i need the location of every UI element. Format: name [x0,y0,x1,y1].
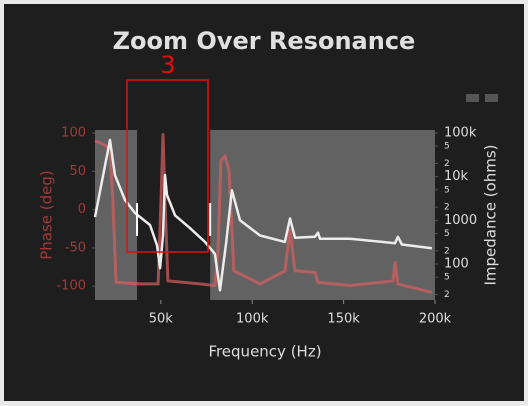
series-line [94,133,433,294]
y2-tick-label: 5 [444,142,450,152]
y-tick-label: 100 [61,126,86,141]
x-tick-label: 50k [149,312,174,327]
y2-tick-label: 1000 [444,213,477,228]
y-tick-label: 50 [69,164,86,179]
x-axis-label: Frequency (Hz) [208,343,321,361]
y2-axis-label: Impedance (ohms) [482,144,500,285]
annotation: 3 [160,51,175,79]
y2-tick-label: 10k [444,169,469,184]
y2-tick-label: 100 [444,257,469,272]
x-tick-label: 150k [327,312,360,327]
y2-tick-label: 5 [444,185,450,195]
y2-tick-label: 5 [444,229,450,239]
y2-tick-label: 2 [444,159,450,169]
icon[interactable] [466,94,479,102]
annotation-box [126,79,209,253]
y-tick-label: -100 [56,279,86,294]
y2-tick-label: 2 [444,203,450,213]
icon[interactable] [485,94,498,102]
y-tick-label: -50 [65,240,86,255]
y2-tick-label: 5 [444,273,450,283]
y2-tick-label: 100k [444,125,477,140]
y-tick-label: 0 [78,202,86,217]
chart-title: Zoom Over Resonance [113,27,416,55]
series-line [93,138,433,292]
y2-tick-label: 2 [444,246,450,256]
legend-icons[interactable] [466,94,498,102]
x-tick-label: 100k [236,312,269,327]
y2-tick-label: 2 [444,290,450,300]
y-axis-label: Phase (deg) [38,170,56,260]
x-tick-label: 200k [419,312,452,327]
plot-area: 50k 100k 150k 200k100500-50-100100k5210k521… [56,125,477,326]
